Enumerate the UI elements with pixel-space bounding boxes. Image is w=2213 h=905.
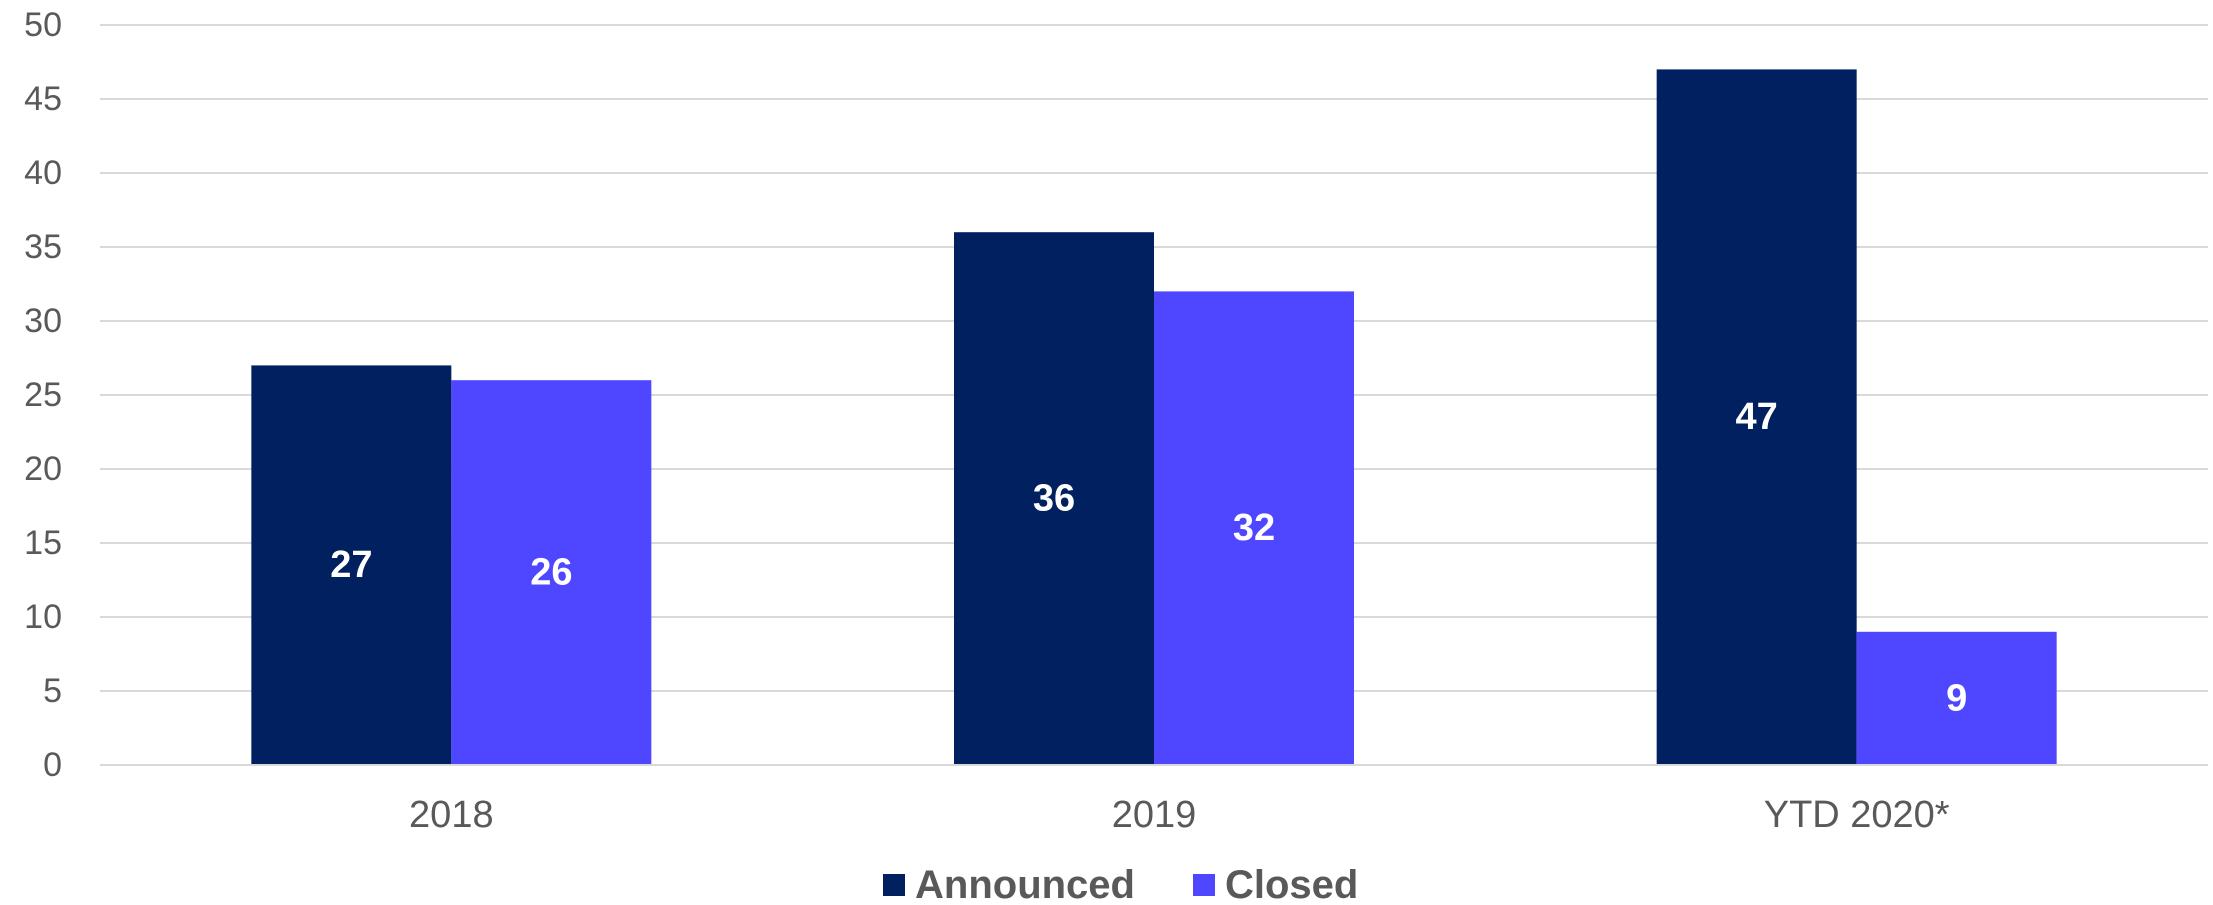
bar-announced-0 <box>251 365 452 765</box>
data-label: 27 <box>330 544 372 586</box>
legend-swatch-closed <box>1193 874 1215 896</box>
bar-closed-1 <box>1154 291 1354 765</box>
y-tick-label: 15 <box>24 524 62 562</box>
y-tick-label: 35 <box>24 228 62 266</box>
x-axis: 2018 2019 YTD 2020* <box>100 764 2208 836</box>
data-label: 32 <box>1233 507 1275 549</box>
data-label: 26 <box>530 552 572 594</box>
data-label: 9 <box>1946 677 1967 719</box>
x-category-label: 2019 <box>1112 794 1197 836</box>
bar-closed-0 <box>451 380 652 765</box>
x-category-label: YTD 2020* <box>1764 794 1950 836</box>
bar-closed-2 <box>1856 631 2057 765</box>
y-tick-label: 40 <box>24 154 62 192</box>
legend-label-closed: Closed <box>1225 863 1358 905</box>
y-tick-label: 45 <box>24 80 62 118</box>
bars: 27 26 36 32 47 9 <box>251 69 2057 765</box>
legend: Announced Closed <box>883 863 1358 905</box>
legend-label-announced: Announced <box>915 863 1135 905</box>
data-label: 36 <box>1033 478 1075 520</box>
y-tick-label: 20 <box>24 450 62 488</box>
y-tick-label: 0 <box>43 746 62 784</box>
legend-swatch-announced <box>883 874 905 896</box>
bar-announced-2 <box>1656 69 1857 765</box>
data-label: 47 <box>1736 396 1778 438</box>
bar-announced-1 <box>954 232 1154 765</box>
y-axis: 0 5 10 15 20 25 30 35 40 45 50 <box>24 6 62 784</box>
y-tick-label: 30 <box>24 302 62 340</box>
y-tick-label: 50 <box>24 6 62 44</box>
x-category-label: 2018 <box>409 794 494 836</box>
y-tick-label: 10 <box>24 598 62 636</box>
y-tick-label: 25 <box>24 376 62 414</box>
y-tick-label: 5 <box>43 672 62 710</box>
